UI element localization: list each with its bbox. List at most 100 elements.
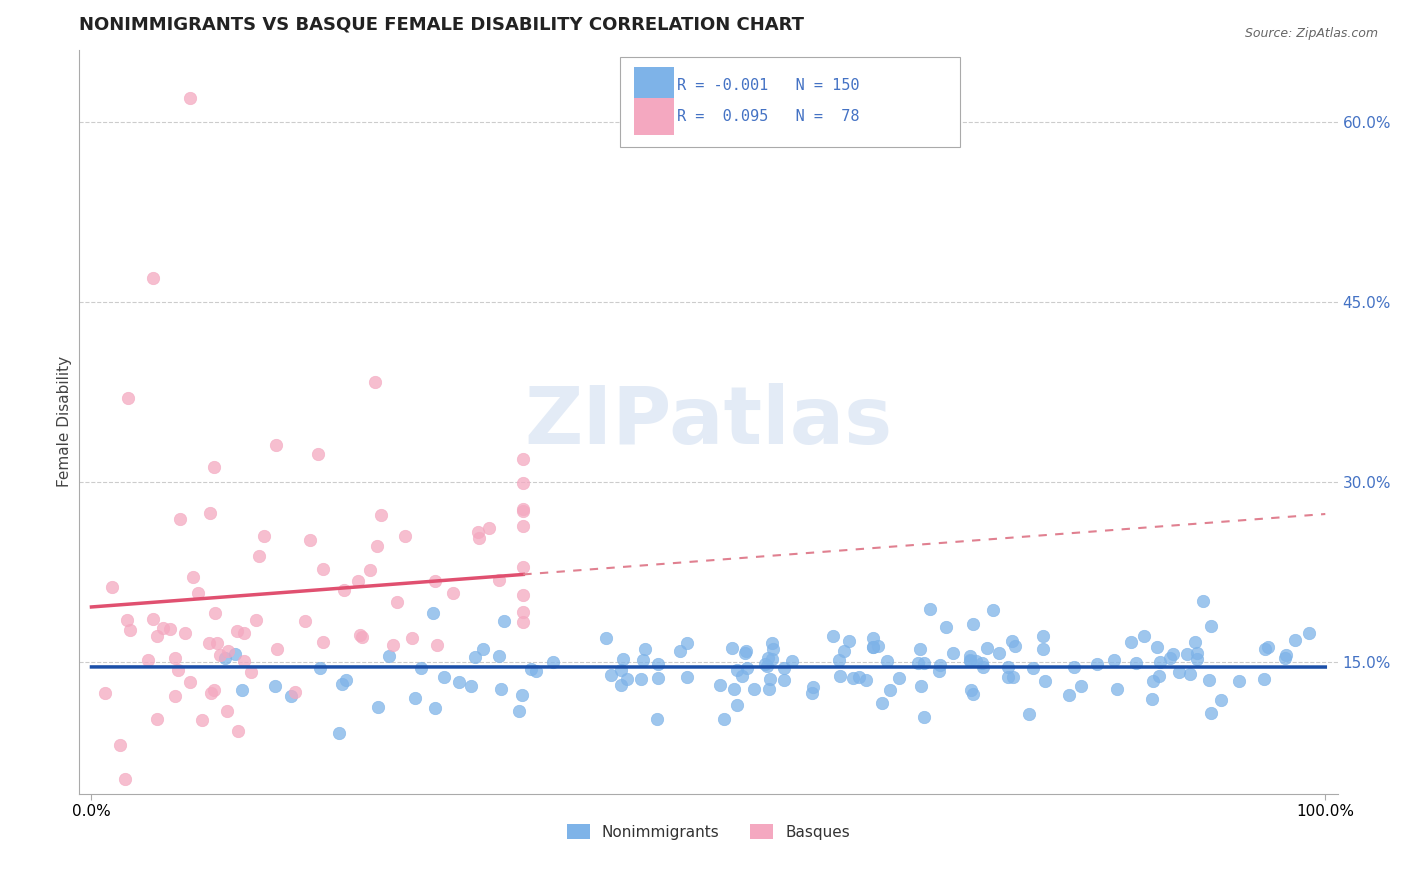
- Point: [720, 640, 742, 655]
- Point: [115, 613, 138, 627]
- Point: [464, 649, 486, 664]
- Point: [595, 631, 617, 645]
- Point: [447, 675, 470, 690]
- Point: [780, 654, 803, 668]
- Point: [928, 664, 950, 678]
- Point: [758, 672, 780, 686]
- Point: [190, 713, 212, 727]
- Point: [910, 679, 932, 693]
- Point: [616, 672, 638, 686]
- Point: [1284, 633, 1306, 648]
- Point: [981, 603, 1004, 617]
- Point: [186, 585, 208, 599]
- Point: [488, 573, 510, 587]
- Point: [734, 646, 756, 660]
- Point: [876, 655, 898, 669]
- Point: [114, 772, 136, 787]
- Point: [226, 624, 249, 638]
- Point: [294, 614, 316, 628]
- Point: [1253, 672, 1275, 686]
- Point: [761, 636, 783, 650]
- Point: [179, 675, 201, 690]
- Point: [245, 613, 267, 627]
- Point: [266, 642, 288, 657]
- Point: [1199, 619, 1222, 633]
- Point: [1187, 646, 1209, 660]
- Point: [512, 615, 534, 630]
- Point: [152, 621, 174, 635]
- Point: [200, 686, 222, 700]
- Point: [1201, 706, 1223, 721]
- Point: [146, 629, 169, 643]
- Point: [333, 582, 356, 597]
- Point: [742, 682, 765, 697]
- Point: [478, 521, 501, 535]
- Point: [734, 644, 756, 658]
- Point: [159, 622, 181, 636]
- Text: R =  0.095   N =  78: R = 0.095 N = 78: [676, 110, 859, 124]
- Point: [280, 689, 302, 703]
- Point: [312, 562, 335, 576]
- Point: [647, 712, 669, 726]
- Point: [524, 664, 547, 678]
- Point: [1147, 669, 1170, 683]
- Point: [512, 559, 534, 574]
- Point: [202, 460, 225, 475]
- Point: [378, 649, 401, 664]
- Point: [1001, 633, 1024, 648]
- Point: [1178, 667, 1201, 681]
- Point: [382, 638, 405, 652]
- Point: [208, 648, 231, 662]
- Point: [862, 640, 884, 654]
- FancyBboxPatch shape: [620, 57, 960, 146]
- Point: [460, 679, 482, 693]
- Point: [335, 673, 357, 688]
- Point: [224, 647, 246, 661]
- Point: [1125, 656, 1147, 670]
- Point: [202, 682, 225, 697]
- Point: [647, 671, 669, 685]
- Point: [801, 680, 824, 694]
- Point: [1102, 653, 1125, 667]
- Point: [215, 704, 238, 718]
- Point: [426, 638, 449, 652]
- Point: [828, 669, 851, 683]
- Point: [264, 679, 287, 693]
- Point: [612, 652, 634, 666]
- Point: [1146, 640, 1168, 655]
- Point: [284, 685, 307, 699]
- Point: [959, 648, 981, 663]
- Point: [1161, 648, 1184, 662]
- Point: [879, 683, 901, 698]
- Point: [713, 712, 735, 726]
- Point: [761, 652, 783, 666]
- Point: [866, 639, 889, 653]
- Point: [488, 649, 510, 664]
- Point: [207, 636, 229, 650]
- Point: [512, 605, 534, 619]
- Point: [328, 726, 350, 740]
- Point: [359, 563, 381, 577]
- Legend: Nonimmigrants, Basques: Nonimmigrants, Basques: [561, 818, 856, 846]
- Point: [252, 529, 274, 543]
- Point: [198, 636, 221, 650]
- Point: [163, 651, 186, 665]
- Point: [862, 640, 884, 654]
- Point: [862, 631, 884, 645]
- Point: [838, 633, 860, 648]
- Point: [1275, 648, 1298, 663]
- Point: [960, 682, 983, 697]
- Point: [167, 663, 190, 677]
- Point: [1274, 650, 1296, 665]
- Point: [94, 686, 117, 700]
- Point: [610, 678, 633, 692]
- Point: [491, 681, 513, 696]
- Point: [349, 628, 371, 642]
- Point: [1167, 665, 1189, 680]
- Point: [842, 671, 865, 685]
- Point: [233, 654, 256, 668]
- Point: [299, 533, 322, 547]
- Text: NONIMMIGRANTS VS BASQUE FEMALE DISABILITY CORRELATION CHART: NONIMMIGRANTS VS BASQUE FEMALE DISABILIT…: [79, 15, 804, 33]
- Point: [239, 665, 262, 679]
- Point: [1018, 706, 1040, 721]
